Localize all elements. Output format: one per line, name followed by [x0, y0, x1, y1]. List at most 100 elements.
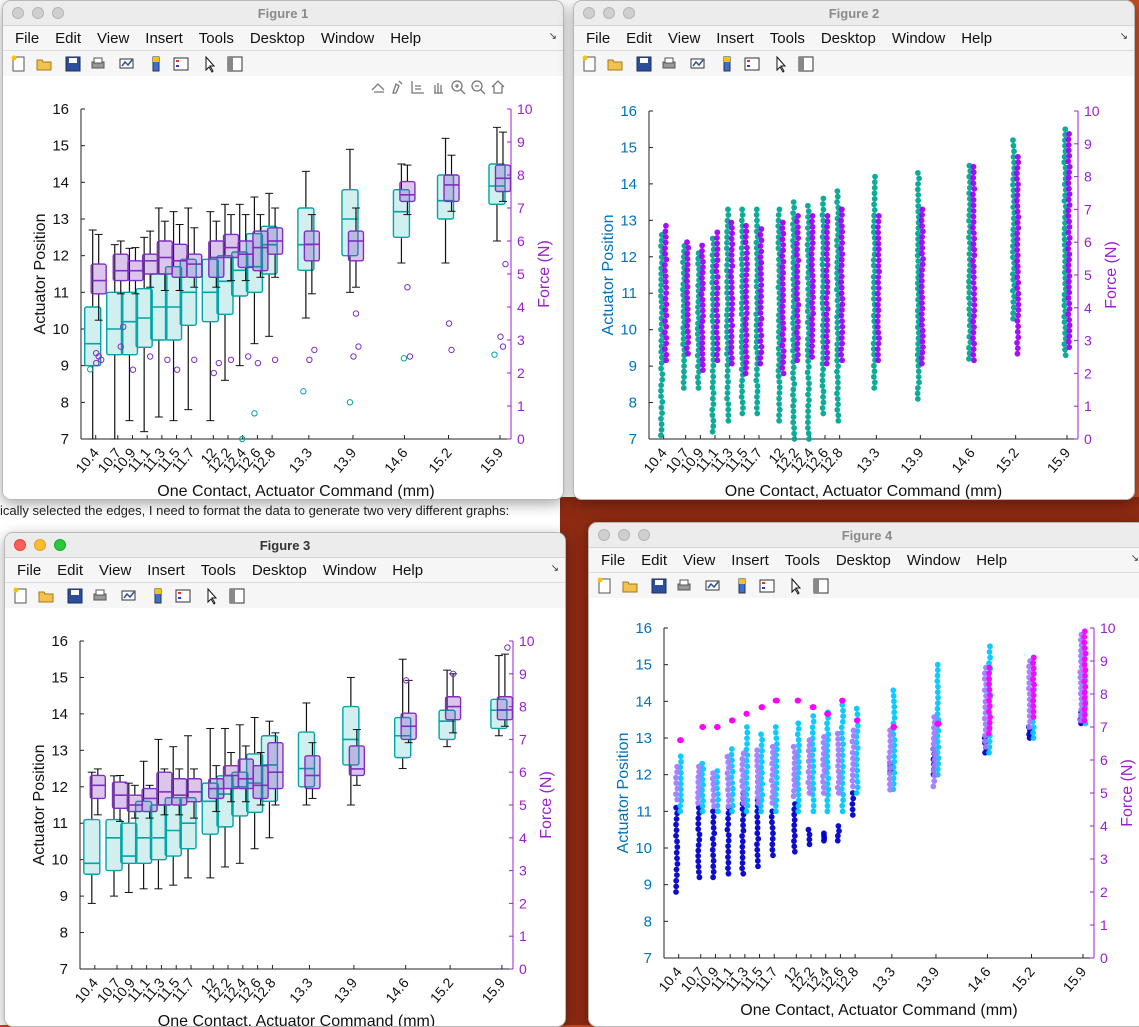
- legend-icon[interactable]: [742, 54, 762, 74]
- figure-window-4[interactable]: Figure 4 File Edit View Insert Tools Desktop Wi…: [588, 522, 1139, 1027]
- box-right-12.8[interactable]: [267, 732, 284, 806]
- zoom-window-button[interactable]: [623, 7, 635, 19]
- box-right-12.6[interactable]: [252, 214, 269, 278]
- menu-overflow-icon[interactable]: ↘: [548, 31, 557, 42]
- menu-help[interactable]: Help: [392, 561, 424, 579]
- box-right-10.4[interactable]: [89, 768, 107, 816]
- box-left-11.3[interactable]: [149, 738, 168, 890]
- legend-icon[interactable]: [171, 54, 191, 74]
- new-figure-icon[interactable]: [11, 586, 31, 606]
- link-plot-icon[interactable]: [703, 576, 723, 596]
- new-figure-icon[interactable]: [580, 54, 600, 74]
- window-titlebar[interactable]: Figure 1: [3, 1, 563, 26]
- close-window-button[interactable]: [583, 7, 595, 19]
- box-right-12.2[interactable]: [222, 752, 240, 803]
- property-inspector-icon[interactable]: [796, 54, 816, 74]
- menu-view[interactable]: View: [683, 551, 716, 569]
- box-left-14.6[interactable]: [393, 658, 412, 770]
- chart-svg[interactable]: 7891011121314151601234567891010.410.710.…: [589, 598, 1139, 1026]
- menu-desktop[interactable]: Desktop: [251, 561, 307, 579]
- box-right-10.4[interactable]: [90, 233, 107, 321]
- box-right-13.9[interactable]: [348, 729, 366, 786]
- minimize-window-button[interactable]: [618, 529, 630, 541]
- menu-window[interactable]: Window: [891, 29, 946, 47]
- menu-help[interactable]: Help: [961, 29, 993, 47]
- print-icon[interactable]: [674, 576, 694, 596]
- menu-overflow-icon[interactable]: ↘: [1119, 31, 1128, 42]
- plot-area[interactable]: 7 8 9 10 11 12 13 14 15 16 0 1 2 3 4 5 6 7 8 9 10 10.4 10.7 10.…: [574, 76, 1134, 499]
- menu-file[interactable]: File: [586, 29, 611, 47]
- box-left-15.9[interactable]: [488, 126, 506, 242]
- menu-help[interactable]: Help: [390, 29, 422, 47]
- minimize-window-button[interactable]: [34, 539, 46, 551]
- save-icon[interactable]: [65, 586, 85, 606]
- property-inspector-icon[interactable]: [227, 586, 247, 606]
- menu-overflow-icon[interactable]: ↘: [550, 563, 559, 574]
- chart-svg[interactable]: 7891011121314151601234567891010.410.710.…: [574, 76, 1134, 499]
- menu-window[interactable]: Window: [322, 561, 377, 579]
- data-tips-icon[interactable]: [411, 81, 424, 94]
- zoom-in-icon[interactable]: [451, 80, 466, 95]
- menu-tools[interactable]: Tools: [784, 551, 820, 569]
- box-left-11.1[interactable]: [135, 236, 153, 433]
- figure-window-3[interactable]: Figure 3 File Edit View Insert Tools Desktop Wi…: [4, 532, 566, 1027]
- home-icon[interactable]: [491, 80, 505, 94]
- zoom-out-icon[interactable]: [471, 80, 486, 95]
- figure-window-2[interactable]: Figure 2 File Edit View Insert Tools Desktop Wi…: [573, 0, 1135, 500]
- menu-insert[interactable]: Insert: [147, 561, 185, 579]
- box-left-12.2[interactable]: [216, 203, 234, 381]
- box-right-11.1[interactable]: [141, 784, 158, 819]
- menu-window[interactable]: Window: [906, 551, 961, 569]
- menu-file[interactable]: File: [601, 551, 626, 569]
- box-left-11.1[interactable]: [134, 760, 153, 890]
- close-window-button[interactable]: [14, 539, 26, 551]
- colorbar-icon[interactable]: [732, 576, 752, 596]
- box-right-15.9[interactable]: [496, 653, 514, 727]
- menu-file[interactable]: File: [15, 29, 40, 47]
- box-right-11.5[interactable]: [171, 768, 188, 816]
- box-right-12[interactable]: [208, 765, 225, 813]
- box-right-11.7[interactable]: [185, 768, 203, 819]
- box-left-13.9[interactable]: [341, 148, 359, 293]
- open-icon[interactable]: [36, 586, 56, 606]
- menu-desktop[interactable]: Desktop: [820, 29, 876, 47]
- legend-icon[interactable]: [757, 576, 777, 596]
- box-left-12.8[interactable]: [260, 192, 278, 337]
- menu-edit[interactable]: Edit: [55, 29, 82, 47]
- menu-tools[interactable]: Tools: [200, 561, 236, 579]
- menu-overflow-icon[interactable]: ↘: [1130, 553, 1139, 564]
- export-icon[interactable]: [371, 83, 385, 93]
- box-right-13.3[interactable]: [304, 742, 321, 799]
- box-left-11.7[interactable]: [179, 735, 197, 879]
- figure-window-1[interactable]: Figure 1 File Edit View Insert Tools Desktop Wi…: [2, 0, 564, 500]
- menu-desktop[interactable]: Desktop: [249, 29, 305, 47]
- print-icon[interactable]: [90, 586, 110, 606]
- box-left-11.7[interactable]: [179, 207, 197, 411]
- menu-tools[interactable]: Tools: [769, 29, 805, 47]
- menu-desktop[interactable]: Desktop: [835, 551, 891, 569]
- plot-area[interactable]: 7 8 9 10 11 12 13 14 15 16 0 1 2 3 4 5 6 7 8 9 10 10.4 10.7 10.…: [3, 76, 563, 499]
- zoom-window-button[interactable]: [52, 7, 64, 19]
- open-icon[interactable]: [34, 54, 54, 74]
- box-left-13.9[interactable]: [342, 676, 360, 806]
- box-left-10.7[interactable]: [105, 775, 123, 897]
- box-right-12[interactable]: [208, 220, 225, 288]
- zoom-window-button[interactable]: [54, 539, 66, 551]
- box-left-12.6[interactable]: [245, 717, 264, 850]
- minimize-window-button[interactable]: [32, 7, 44, 19]
- box-left-13.3[interactable]: [297, 702, 316, 806]
- edit-plot-icon[interactable]: [200, 54, 220, 74]
- menu-edit[interactable]: Edit: [57, 561, 84, 579]
- box-right-11.1[interactable]: [141, 230, 159, 288]
- box-left-12.4[interactable]: [231, 724, 249, 864]
- new-figure-icon[interactable]: [595, 576, 615, 596]
- brush-icon[interactable]: [392, 80, 403, 94]
- menu-file[interactable]: File: [17, 561, 42, 579]
- menu-tools[interactable]: Tools: [198, 29, 234, 47]
- menu-insert[interactable]: Insert: [716, 29, 754, 47]
- window-titlebar[interactable]: Figure 2: [574, 1, 1134, 26]
- menu-insert[interactable]: Insert: [731, 551, 769, 569]
- close-window-button[interactable]: [12, 7, 24, 19]
- box-left-12[interactable]: [201, 211, 220, 422]
- box-left-15.2[interactable]: [438, 669, 456, 748]
